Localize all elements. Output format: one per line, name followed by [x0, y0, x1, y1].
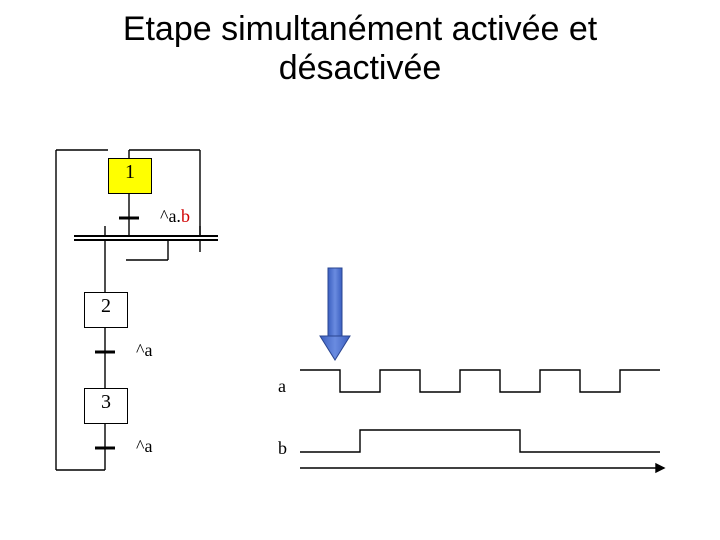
- timing-diagram: [0, 0, 720, 540]
- time-axis: [300, 464, 664, 472]
